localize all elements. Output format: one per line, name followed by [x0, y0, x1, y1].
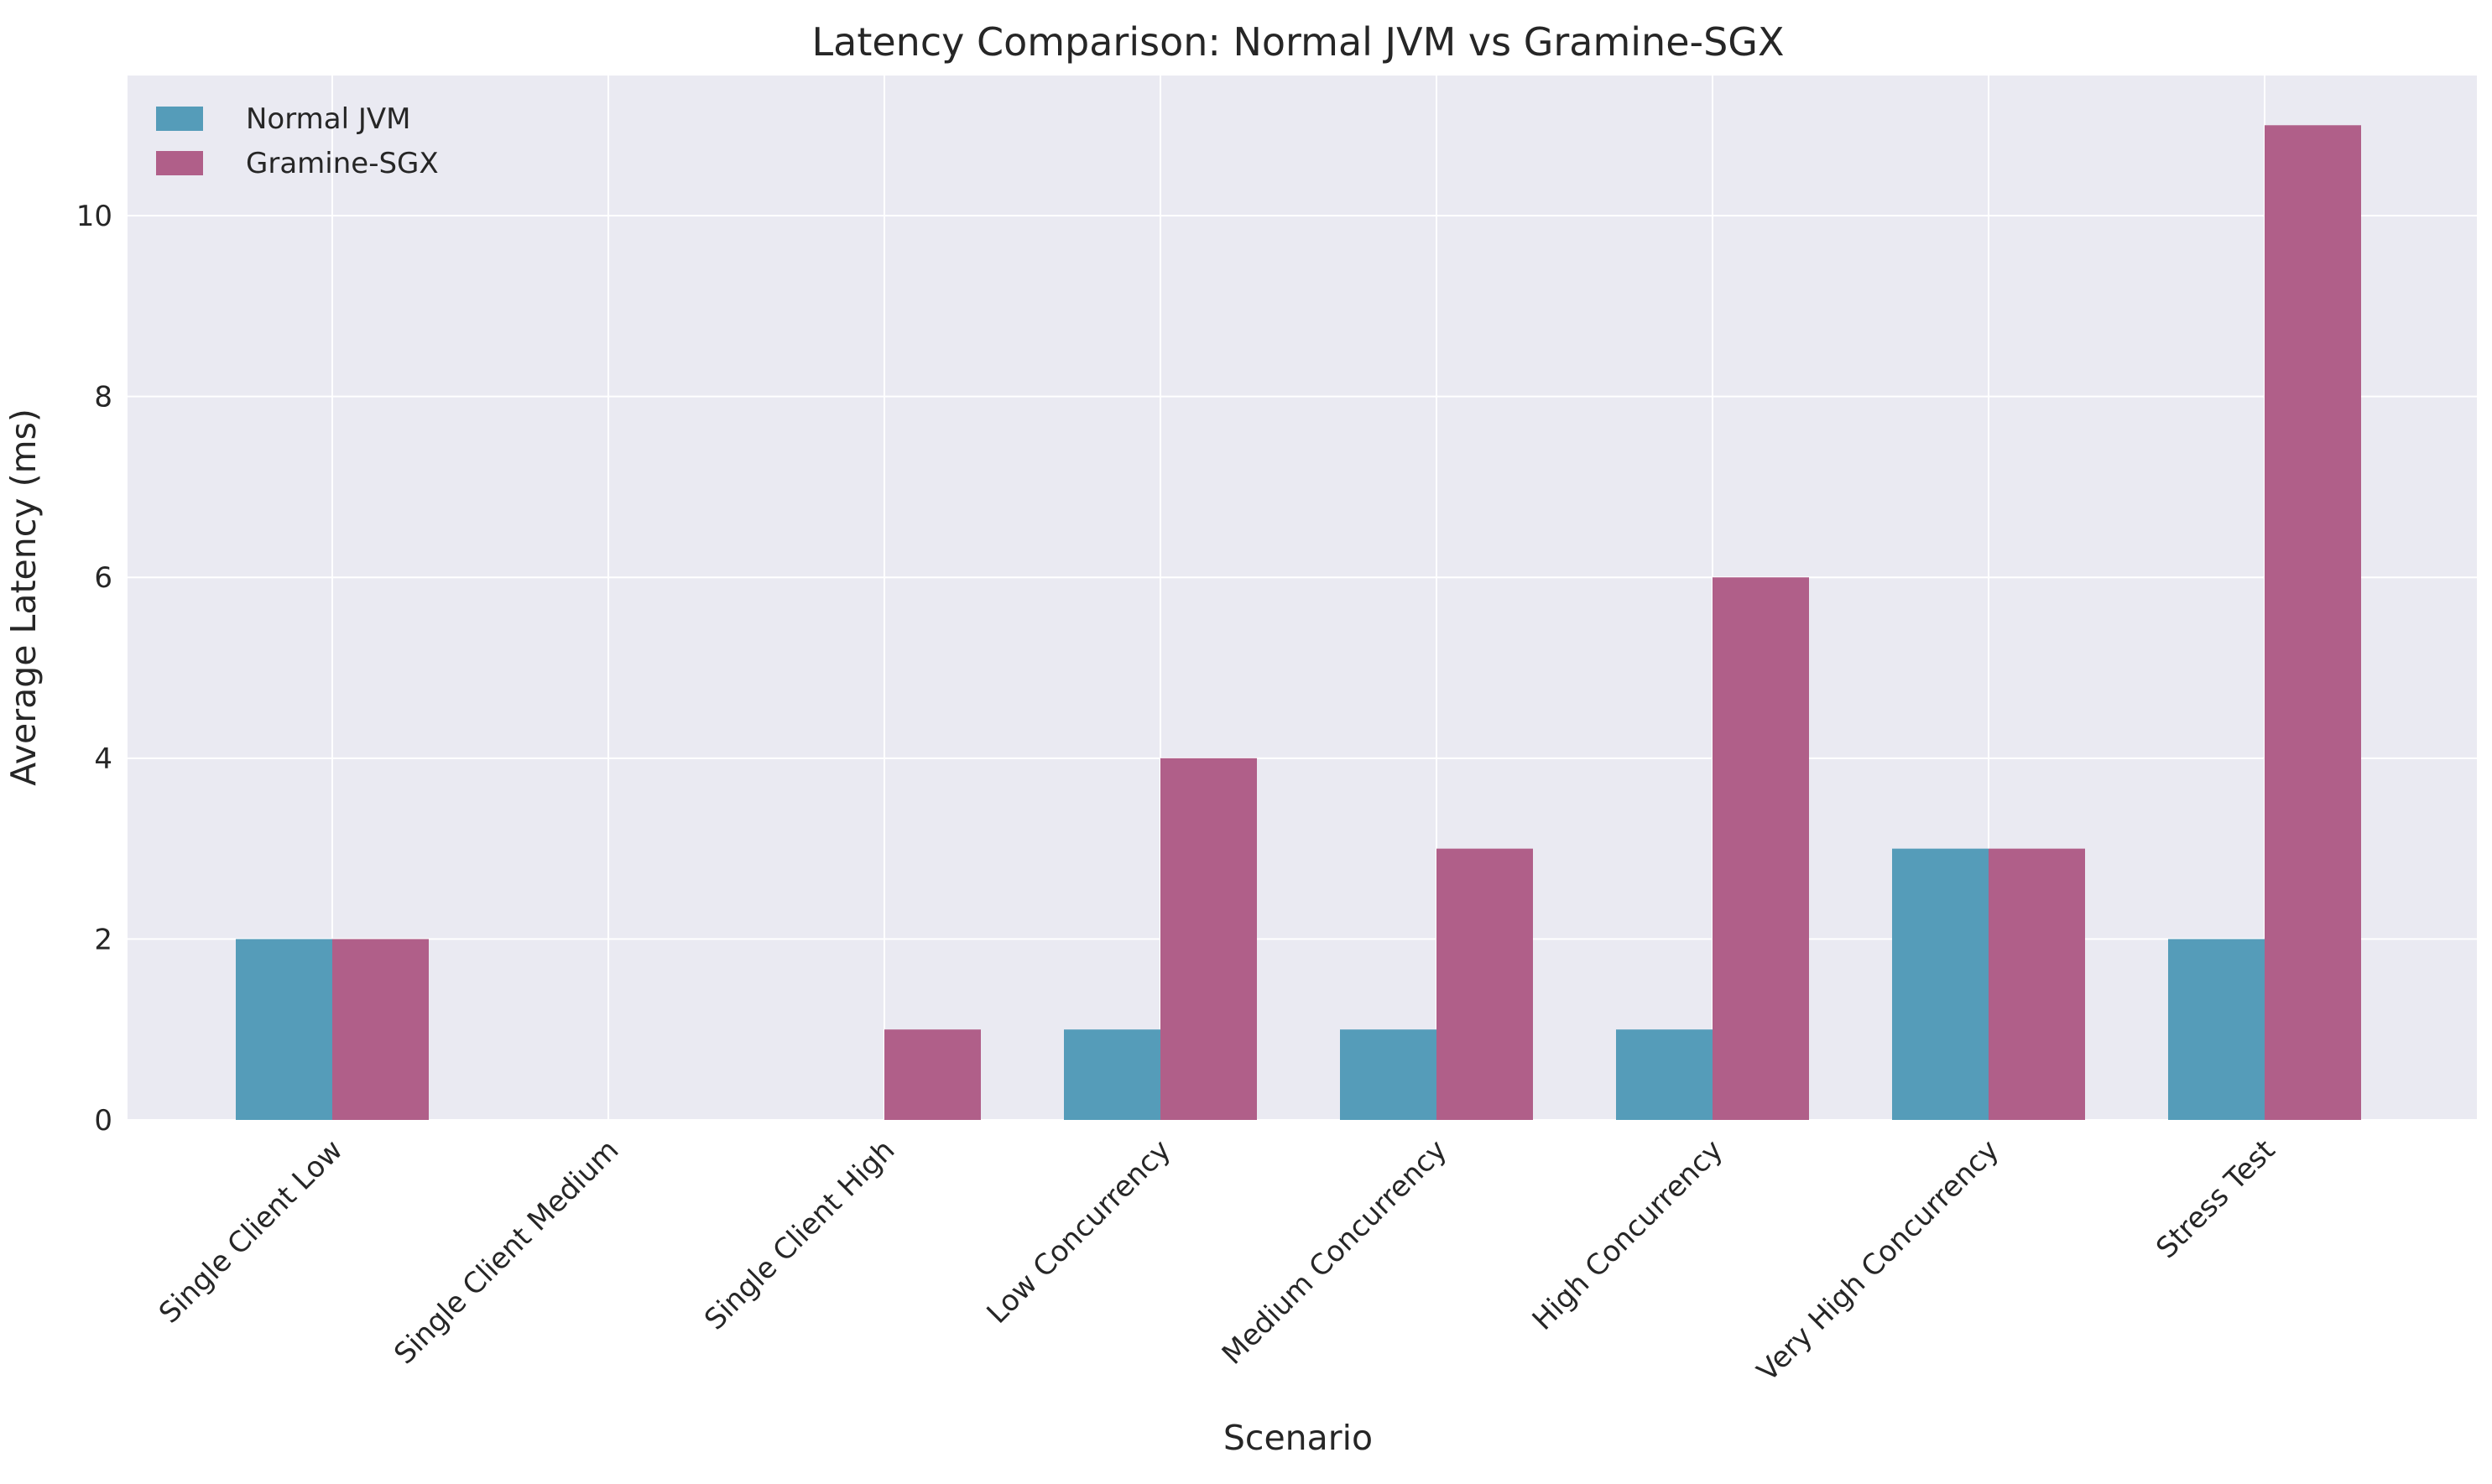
- bar-gramine-sgx-5: [1713, 577, 1809, 1120]
- bar-gramine-sgx-7: [2265, 125, 2361, 1120]
- x-tick-label: Stress Test: [2150, 1133, 2281, 1265]
- bar-gramine-sgx-6: [1989, 848, 2085, 1120]
- x-tick-label: Medium Concurrency: [1216, 1133, 1454, 1372]
- legend-label-normal-jvm: Normal JVM: [246, 102, 410, 136]
- bar-normal-jvm-0: [236, 939, 332, 1120]
- y-tick-label: 4: [94, 742, 112, 776]
- y-tick-label: 6: [94, 561, 112, 595]
- legend: Normal JVM Gramine-SGX: [156, 102, 439, 180]
- y-tick-label: 10: [76, 200, 112, 233]
- bar-normal-jvm-6: [1892, 848, 1989, 1120]
- bar-normal-jvm-4: [1340, 1029, 1436, 1120]
- y-tick-label: 0: [94, 1104, 112, 1138]
- bar-gramine-sgx-4: [1436, 848, 1533, 1120]
- x-axis-title: Scenario: [1223, 1418, 1373, 1458]
- bar-normal-jvm-5: [1616, 1029, 1713, 1120]
- bar-normal-jvm-7: [2168, 939, 2265, 1120]
- bar-gramine-sgx-0: [332, 939, 429, 1120]
- y-tick-label: 8: [94, 381, 112, 414]
- x-tick-label: Low Concurrency: [981, 1133, 1178, 1330]
- chart-title: Latency Comparison: Normal JVM vs Gramin…: [812, 19, 1785, 65]
- bar-normal-jvm-3: [1064, 1029, 1160, 1120]
- y-axis-title: Average Latency (ms): [3, 409, 44, 786]
- bars: [236, 125, 2361, 1120]
- x-tick-label: High Concurrency: [1526, 1133, 1730, 1337]
- x-tick-label: Single Client Low: [153, 1133, 349, 1330]
- x-axis-ticks: Single Client Low Single Client Medium Sin…: [153, 1133, 2281, 1388]
- y-tick-label: 2: [94, 923, 112, 956]
- legend-swatch-gramine-sgx: [156, 151, 203, 175]
- y-axis-ticks: 0 2 4 6 8 10: [76, 200, 112, 1138]
- x-tick-label: Single Client Medium: [388, 1133, 625, 1371]
- plot-area: [128, 76, 2477, 1120]
- bar-gramine-sgx-2: [884, 1029, 981, 1120]
- legend-swatch-normal-jvm: [156, 107, 203, 131]
- x-tick-label: Very High Concurrency: [1751, 1133, 2006, 1388]
- x-tick-label: Single Client High: [698, 1133, 901, 1336]
- bar-gramine-sgx-3: [1160, 758, 1257, 1120]
- legend-label-gramine-sgx: Gramine-SGX: [246, 147, 439, 180]
